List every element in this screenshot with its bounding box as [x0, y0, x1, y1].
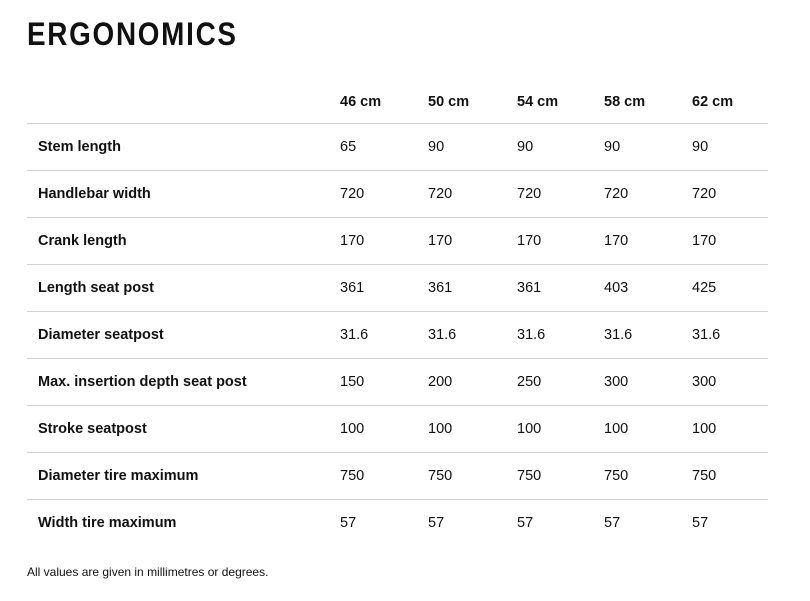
- value-cell: 100: [604, 421, 629, 437]
- value-cell: 170: [517, 233, 542, 249]
- value-cell: 57: [340, 515, 357, 532]
- value-cell: 170: [428, 233, 453, 249]
- row-label: Stroke seatpost: [38, 421, 147, 437]
- row-label: Width tire maximum: [38, 515, 177, 532]
- value-cell: 31.6: [340, 327, 369, 343]
- table-row: Handlebar width 720 720 720 720 720: [27, 170, 768, 218]
- value-cell: 403: [604, 280, 629, 296]
- value-cell: 57: [604, 515, 621, 532]
- column-header-50-cm: 50 cm: [428, 94, 470, 110]
- table-row: Max. insertion depth seat post 150 200 250 3…: [27, 358, 768, 406]
- row-label: Diameter tire maximum: [38, 468, 199, 484]
- value-cell: 720: [517, 186, 542, 202]
- value-cell: 100: [517, 421, 542, 437]
- column-header-58-cm: 58 cm: [604, 94, 646, 110]
- value-cell: 150: [340, 374, 365, 390]
- row-label: Length seat post: [38, 280, 155, 296]
- table-row: Diameter tire maximum 750 750 750 750 750: [27, 452, 768, 500]
- row-label: Handlebar width: [38, 186, 151, 202]
- value-cell: 750: [428, 468, 453, 484]
- page-title: ERGONOMICS: [27, 16, 783, 52]
- column-header-62-cm: 62 cm: [692, 94, 734, 110]
- value-cell: 90: [692, 139, 709, 155]
- value-cell: 361: [428, 280, 453, 296]
- ergonomics-table: 46 cm 50 cm 54 cm 58 cm 62 cm Stem length 65 9…: [27, 94, 768, 547]
- value-cell: 720: [428, 186, 453, 202]
- value-cell: 90: [517, 139, 534, 155]
- row-label: Max. insertion depth seat post: [38, 374, 247, 390]
- table-header-row: 46 cm 50 cm 54 cm 58 cm 62 cm: [27, 94, 768, 124]
- column-header-54-cm: 54 cm: [517, 94, 559, 110]
- value-cell: 31.6: [517, 327, 546, 343]
- table-row: Width tire maximum 57 57 57 57 57: [27, 499, 768, 547]
- value-cell: 720: [692, 186, 717, 202]
- value-cell: 170: [604, 233, 629, 249]
- row-label-header: [27, 94, 340, 124]
- value-cell: 170: [340, 233, 365, 249]
- value-cell: 57: [517, 515, 534, 532]
- table-row: Stem length 65 90 90 90 90: [27, 123, 768, 171]
- value-cell: 300: [692, 374, 717, 390]
- value-cell: 200: [428, 374, 453, 390]
- row-label: Stem length: [38, 139, 121, 155]
- value-cell: 57: [692, 515, 709, 532]
- value-cell: 720: [340, 186, 365, 202]
- table-body: Stem length 65 90 90 90 90 Handlebar width 720 7…: [27, 123, 768, 547]
- value-cell: 250: [517, 374, 542, 390]
- value-cell: 720: [604, 186, 629, 202]
- value-cell: 750: [340, 468, 365, 484]
- value-cell: 90: [604, 139, 621, 155]
- value-cell: 100: [428, 421, 453, 437]
- value-cell: 361: [517, 280, 542, 296]
- column-header-46-cm: 46 cm: [340, 94, 382, 110]
- value-cell: 31.6: [428, 327, 457, 343]
- value-cell: 31.6: [604, 327, 633, 343]
- value-cell: 65: [340, 139, 357, 155]
- value-cell: 57: [428, 515, 445, 532]
- value-cell: 300: [604, 374, 629, 390]
- value-cell: 100: [340, 421, 365, 437]
- value-cell: 425: [692, 280, 717, 296]
- value-cell: 750: [604, 468, 629, 484]
- value-cell: 750: [517, 468, 542, 484]
- value-cell: 361: [340, 280, 365, 296]
- value-cell: 90: [428, 139, 445, 155]
- row-label: Crank length: [38, 233, 127, 249]
- value-cell: 100: [692, 421, 717, 437]
- value-cell: 170: [692, 233, 717, 249]
- row-label: Diameter seatpost: [38, 327, 164, 343]
- footnote: All values are given in millimetres or d…: [27, 564, 269, 579]
- table-row: Length seat post 361 361 361 403 425: [27, 264, 768, 312]
- table-row: Stroke seatpost 100 100 100 100 100: [27, 405, 768, 453]
- value-cell: 31.6: [692, 327, 721, 343]
- page-title-text: ERGONOMICS: [27, 16, 238, 52]
- table-row: Crank length 170 170 170 170 170: [27, 217, 768, 265]
- value-cell: 750: [692, 468, 717, 484]
- table-row: Diameter seatpost 31.6 31.6 31.6 31.6 31.6: [27, 311, 768, 359]
